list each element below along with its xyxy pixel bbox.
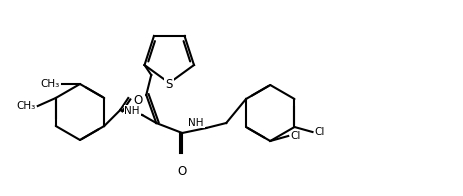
Text: Cl: Cl <box>314 127 324 137</box>
Text: O: O <box>133 93 142 106</box>
Text: CH₃: CH₃ <box>41 79 60 89</box>
Text: Cl: Cl <box>290 131 300 141</box>
Text: S: S <box>165 77 173 91</box>
Text: NH: NH <box>188 117 204 128</box>
Text: NH: NH <box>124 105 140 115</box>
Text: CH₃: CH₃ <box>17 101 36 111</box>
Text: O: O <box>177 165 187 178</box>
